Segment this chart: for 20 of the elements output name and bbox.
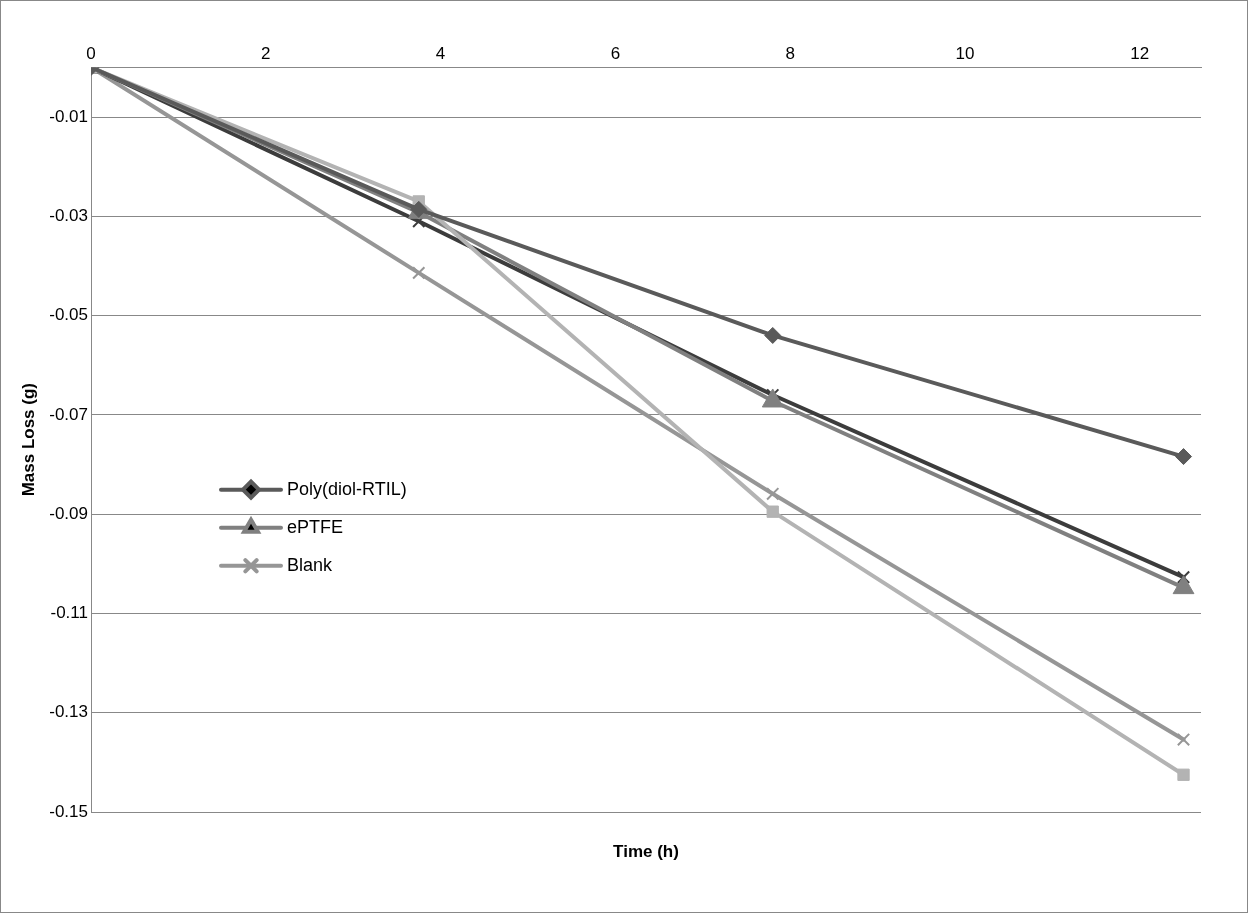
y-tick-label: -0.01	[49, 106, 88, 126]
y-axis-title: Mass Loss (g)	[18, 383, 38, 497]
x-tick-label: 10	[955, 43, 975, 63]
x-axis-title: Time (h)	[613, 841, 679, 861]
x-tick-label: 4	[435, 43, 446, 63]
y-tick-label: -0.09	[49, 503, 88, 523]
y-tick-label: -0.07	[49, 404, 88, 424]
x-tick-label: 8	[785, 43, 795, 63]
x-tick-label: 12	[1130, 43, 1150, 63]
legend-label: Blank	[287, 554, 334, 575]
x-tick-label: 6	[610, 43, 621, 63]
x-tick-label: 2	[261, 43, 271, 63]
legend-label: Poly(diol-RTIL)	[287, 478, 407, 499]
y-tick-label: -0.11	[50, 603, 88, 623]
y-tick-label: -0.05	[49, 305, 88, 325]
y-tick-label: -0.13	[49, 702, 88, 722]
y-tick-label: -0.15	[49, 801, 88, 821]
legend-label: ePTFE	[287, 516, 344, 537]
y-tick-label: -0.03	[49, 206, 88, 226]
x-tick-label: 0	[86, 43, 96, 63]
